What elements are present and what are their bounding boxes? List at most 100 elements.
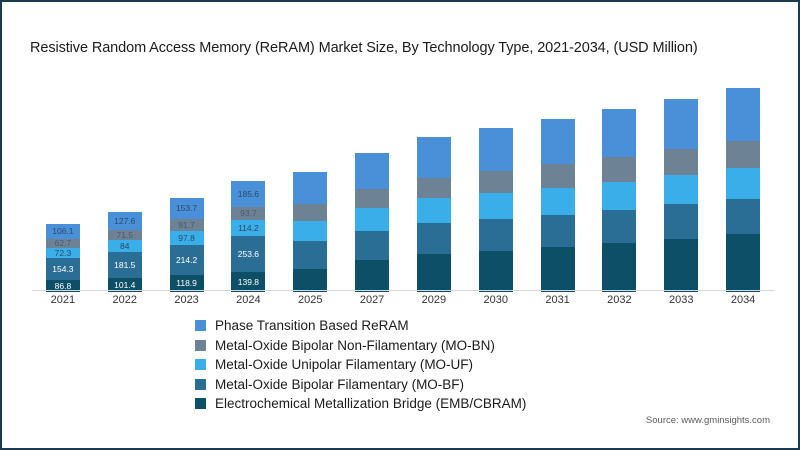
x-axis-tick-2022: 2022: [112, 294, 137, 306]
x-axis-tick-2030: 2030: [483, 294, 508, 306]
bar-segment: [540, 214, 575, 247]
bar-value-label: 81.7: [178, 219, 195, 230]
stacked-bar: 185.6 93.7 114.2 253.6 139.8: [231, 180, 266, 292]
x-axis-tick-labels: 2021 2022 2023 2024 2025 2027 2029 2030 2031 2032…: [32, 294, 774, 314]
bar-segment: [726, 168, 761, 199]
bar-value-label: 97.8: [178, 232, 195, 243]
legend-item-1[interactable]: Metal-Oxide Bipolar Non-Filamentary (MO-…: [195, 336, 526, 356]
bar-segment: [726, 88, 761, 142]
legend-item-3[interactable]: Metal-Oxide Bipolar Filamentary (MO-BF): [195, 375, 526, 395]
legend-swatch-icon: [195, 339, 206, 351]
x-axis-tick-2029: 2029: [421, 294, 447, 306]
bar-segment: [540, 119, 575, 165]
bar-segment: [416, 254, 451, 292]
bar-value-label: 71.5: [116, 229, 134, 240]
bar-segment: [478, 128, 513, 172]
plot-area: 106.1 62.7 72.3 154.3 86.8 127.6 71.5 84 181.5 10…: [32, 88, 774, 292]
x-axis-tick-2027: 2027: [359, 294, 385, 306]
legend-item-2[interactable]: Metal-Oxide Unipolar Filamentary (MO-UF): [195, 355, 526, 375]
legend-label: Metal-Oxide Bipolar Filamentary (MO-BF): [215, 376, 465, 392]
stacked-bar: [726, 88, 761, 292]
bar-value-label: 127.6: [114, 215, 136, 226]
bar-value-label: 253.6: [237, 249, 260, 260]
bar-value-label: 153.7: [175, 203, 198, 214]
bar-segment: [478, 219, 513, 251]
bar-value-label: 214.2: [175, 254, 198, 265]
bar-segment: [478, 171, 513, 194]
bar-segment: 62.7: [45, 238, 80, 248]
x-axis-tick-2021: 2021: [50, 294, 76, 306]
bar-segment: 97.8: [169, 231, 204, 245]
bar-segment: 153.7: [169, 197, 204, 220]
x-axis-tick-2024: 2024: [236, 294, 261, 306]
bar-value-label: 62.7: [54, 238, 72, 248]
x-axis-tick-2025: 2025: [298, 294, 323, 306]
bar-segment: [416, 198, 451, 224]
stacked-bar: [602, 109, 637, 292]
bar-segment: 114.2: [231, 220, 266, 237]
bar-segment: [293, 203, 328, 221]
x-axis-tick-2023: 2023: [174, 294, 199, 306]
bar-value-label: 118.9: [176, 278, 197, 289]
x-axis-tick-2033: 2033: [669, 294, 694, 306]
chart-title: Resistive Random Access Memory (ReRAM) M…: [30, 40, 698, 56]
bar-segment: [664, 149, 699, 176]
bar-segment: [602, 209, 637, 244]
bar-segment: 72.3: [45, 247, 80, 258]
legend-swatch-icon: [195, 378, 206, 390]
source-attribution: Source: www.gminsights.com: [645, 415, 770, 426]
stacked-bar: 106.1 62.7 72.3 154.3 86.8: [45, 223, 80, 292]
bar-segment: [664, 175, 699, 205]
bar-segment: [478, 250, 513, 292]
bar-segment: 181.5: [107, 251, 142, 278]
bar-segment: [602, 181, 637, 210]
legend-item-4[interactable]: Electrochemical Metallization Bridge (EM…: [195, 394, 526, 414]
bar-segment: 84: [107, 240, 142, 252]
bar-segment: [664, 204, 699, 239]
bar-value-label: 86.8: [54, 280, 72, 291]
x-axis-tick-2032: 2032: [607, 294, 632, 306]
stacked-bar: 127.6 71.5 84 181.5 101.4: [107, 211, 142, 292]
bar-value-label: 93.7: [240, 208, 257, 219]
bar-value-label: 185.6: [237, 188, 260, 199]
bar-segment: [355, 208, 390, 232]
x-axis-tick-2034: 2034: [730, 294, 756, 306]
bar-segment: [293, 171, 328, 204]
legend-label: Metal-Oxide Bipolar Non-Filamentary (MO-…: [215, 337, 495, 353]
bar-segment: [540, 164, 575, 188]
bar-value-label: 106.1: [52, 226, 74, 236]
bar-segment: [540, 187, 575, 215]
legend-item-0[interactable]: Phase Transition Based ReRAM: [195, 316, 526, 336]
chart-legend: Phase Transition Based ReRAM Metal-Oxide …: [195, 316, 526, 414]
legend-swatch-icon: [195, 320, 206, 332]
bar-segment: [293, 241, 328, 269]
x-axis-tick-2031: 2031: [545, 294, 570, 306]
stacked-bar: [416, 136, 451, 292]
bar-segment: 253.6: [231, 236, 266, 273]
bar-value-label: 154.3: [52, 263, 74, 274]
bar-segment: 154.3: [45, 257, 80, 280]
stacked-bar: [355, 153, 390, 292]
legend-swatch-icon: [195, 359, 206, 371]
bar-segment: [726, 141, 761, 169]
bar-segment: 214.2: [169, 244, 204, 276]
stacked-bar: [664, 99, 699, 292]
bar-segment: [602, 109, 637, 158]
bar-segment: [293, 268, 328, 292]
bar-value-label: 114.2: [238, 223, 259, 233]
bar-segment: [664, 238, 699, 292]
x-axis-baseline: [32, 290, 774, 291]
bar-segment: [355, 153, 390, 190]
bar-segment: [602, 243, 637, 292]
bar-segment: 127.6: [107, 211, 142, 230]
bar-segment: [416, 177, 451, 199]
bar-segment: [293, 220, 328, 242]
stacked-bar: [478, 128, 513, 292]
bar-segment: [602, 157, 637, 182]
stacked-bar: [540, 119, 575, 292]
bar-segment: [355, 189, 390, 209]
bar-segment: [726, 198, 761, 235]
legend-label: Electrochemical Metallization Bridge (EM…: [215, 396, 527, 412]
bar-segment: [540, 246, 575, 292]
